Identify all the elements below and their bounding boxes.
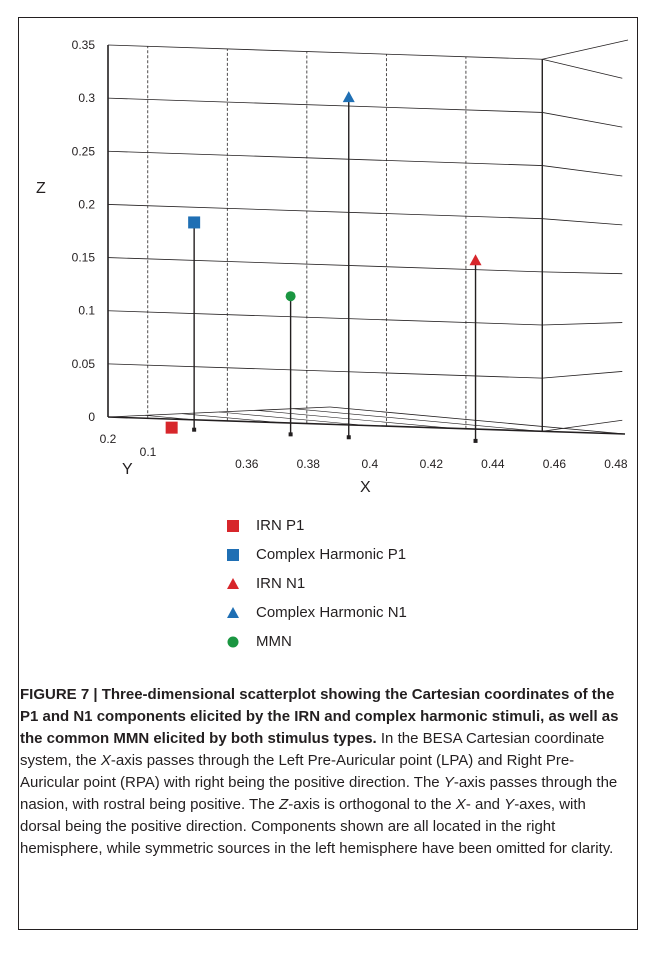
legend-label: IRN N1 bbox=[256, 575, 306, 592]
stem-base bbox=[192, 427, 197, 432]
caption-text: -axes, with dorsal being the positive di… bbox=[20, 796, 614, 857]
stem-base bbox=[288, 432, 293, 437]
z-tick-label: 0 bbox=[88, 410, 95, 424]
floor-gridline bbox=[292, 408, 539, 432]
floor-gridline bbox=[181, 413, 281, 423]
x-axis-line bbox=[107, 416, 626, 435]
y-axis-label: Y bbox=[122, 461, 133, 478]
x-tick-label: 0.42 bbox=[420, 457, 444, 471]
side-gridline bbox=[542, 218, 623, 226]
figure-caption: FIGURE 7 | Three-dimensional scatterplot… bbox=[20, 684, 620, 860]
triangle-marker bbox=[342, 91, 355, 103]
square-marker bbox=[188, 216, 201, 229]
z-gridline bbox=[107, 257, 543, 273]
axes bbox=[107, 39, 629, 435]
triangle-marker bbox=[469, 254, 482, 266]
caption-axis: Z bbox=[279, 796, 289, 813]
z-tick-label: 0.25 bbox=[72, 144, 96, 158]
legend-item-complex-harmonic-p1: Complex Harmonic P1 bbox=[226, 545, 546, 565]
z-gridline bbox=[107, 363, 543, 379]
z-tick-label: 0.2 bbox=[78, 197, 95, 211]
side-gridline bbox=[542, 112, 623, 128]
z-gridline bbox=[107, 44, 543, 60]
stem-base bbox=[473, 438, 478, 443]
x-tick-label: 0.44 bbox=[481, 457, 505, 471]
legend-item-complex-harmonic-n1: Complex Harmonic N1 bbox=[226, 603, 546, 623]
circle-marker bbox=[285, 291, 296, 302]
caption-text: In the BESA Cartesian coordinate system,… bbox=[20, 730, 605, 769]
green-circle-icon bbox=[227, 636, 239, 648]
grid bbox=[107, 44, 623, 432]
side-gridline bbox=[542, 371, 623, 379]
z-gridline bbox=[107, 204, 543, 220]
caption-text: -axis passes through the nasion, with ro… bbox=[20, 774, 618, 813]
x-tick-label: 0.36 bbox=[235, 457, 259, 471]
z-tick-label: 0.15 bbox=[72, 251, 96, 265]
caption-axis: Y bbox=[504, 796, 515, 813]
caption-text: -axis is orthogonal to the bbox=[288, 796, 456, 813]
x-tick-label: 0.4 bbox=[361, 457, 378, 471]
square-marker bbox=[165, 421, 178, 434]
z-gridline bbox=[107, 150, 543, 166]
caption-axis: X bbox=[100, 752, 111, 769]
side-gridline bbox=[542, 419, 623, 432]
red-triangle-icon bbox=[227, 578, 239, 589]
floor-gridline bbox=[218, 411, 367, 426]
legend-item-irn-p1: IRN P1 bbox=[226, 516, 546, 536]
side-gridline bbox=[542, 58, 623, 79]
wall-top-edge bbox=[542, 39, 629, 60]
data-point bbox=[165, 421, 178, 434]
x-tick-label: 0.48 bbox=[604, 457, 628, 471]
red-square-icon bbox=[227, 520, 239, 532]
floor-gridline bbox=[255, 410, 453, 429]
z-gridline bbox=[107, 97, 543, 113]
data-point bbox=[469, 254, 482, 443]
side-gridline bbox=[542, 271, 623, 275]
z-tick-label: 0.3 bbox=[78, 91, 95, 105]
legend-item-irn-n1: IRN N1 bbox=[226, 574, 546, 594]
blue-triangle-icon bbox=[227, 607, 239, 618]
caption-text: -axis passes through the Left Pre-Auricu… bbox=[20, 752, 575, 791]
legend-label: Complex Harmonic P1 bbox=[256, 546, 407, 563]
z-gridline bbox=[107, 310, 543, 326]
caption-text: - and bbox=[465, 796, 505, 813]
caption-axis: Y bbox=[443, 774, 454, 791]
caption-axis: X bbox=[455, 796, 466, 813]
floor-back-edge bbox=[107, 406, 331, 418]
caption-title: FIGURE 7 | Three-dimensional scatterplot… bbox=[20, 686, 619, 747]
data-points bbox=[165, 91, 482, 443]
legend-label: IRN P1 bbox=[256, 517, 305, 534]
data-point bbox=[188, 216, 201, 432]
z-tick-label: 0.35 bbox=[72, 38, 96, 52]
x-tick-label: 0.46 bbox=[543, 457, 567, 471]
x-axis-label: X bbox=[360, 479, 371, 496]
data-point bbox=[285, 291, 296, 437]
z-tick-label: 0.1 bbox=[78, 304, 95, 318]
x-tick-label: 0.38 bbox=[297, 457, 321, 471]
legend-item-mmn: MMN bbox=[226, 632, 546, 652]
blue-square-icon bbox=[227, 549, 239, 561]
data-point bbox=[342, 91, 355, 440]
stem-base bbox=[346, 435, 351, 440]
scatterplot-3d: 0 0.05 0.1 0.15 0.2 0.25 0.3 0.35 0.36 0.38 0.4 0.4… bbox=[36, 38, 629, 496]
z-tick-label: 0.05 bbox=[72, 357, 96, 371]
tick-labels: 0 0.05 0.1 0.15 0.2 0.25 0.3 0.35 0.36 0.38 0.4 0.4… bbox=[72, 38, 628, 471]
legend-label: MMN bbox=[256, 633, 292, 650]
legend-label: Complex Harmonic N1 bbox=[256, 604, 407, 621]
y-tick-label: 0.2 bbox=[100, 432, 117, 446]
figure-frame bbox=[18, 17, 638, 930]
y-tick-label: 0.1 bbox=[140, 445, 157, 459]
side-gridline bbox=[542, 165, 623, 177]
side-gridline bbox=[542, 322, 623, 326]
floor-right-edge bbox=[329, 406, 626, 435]
z-axis-label: Z bbox=[36, 180, 46, 197]
